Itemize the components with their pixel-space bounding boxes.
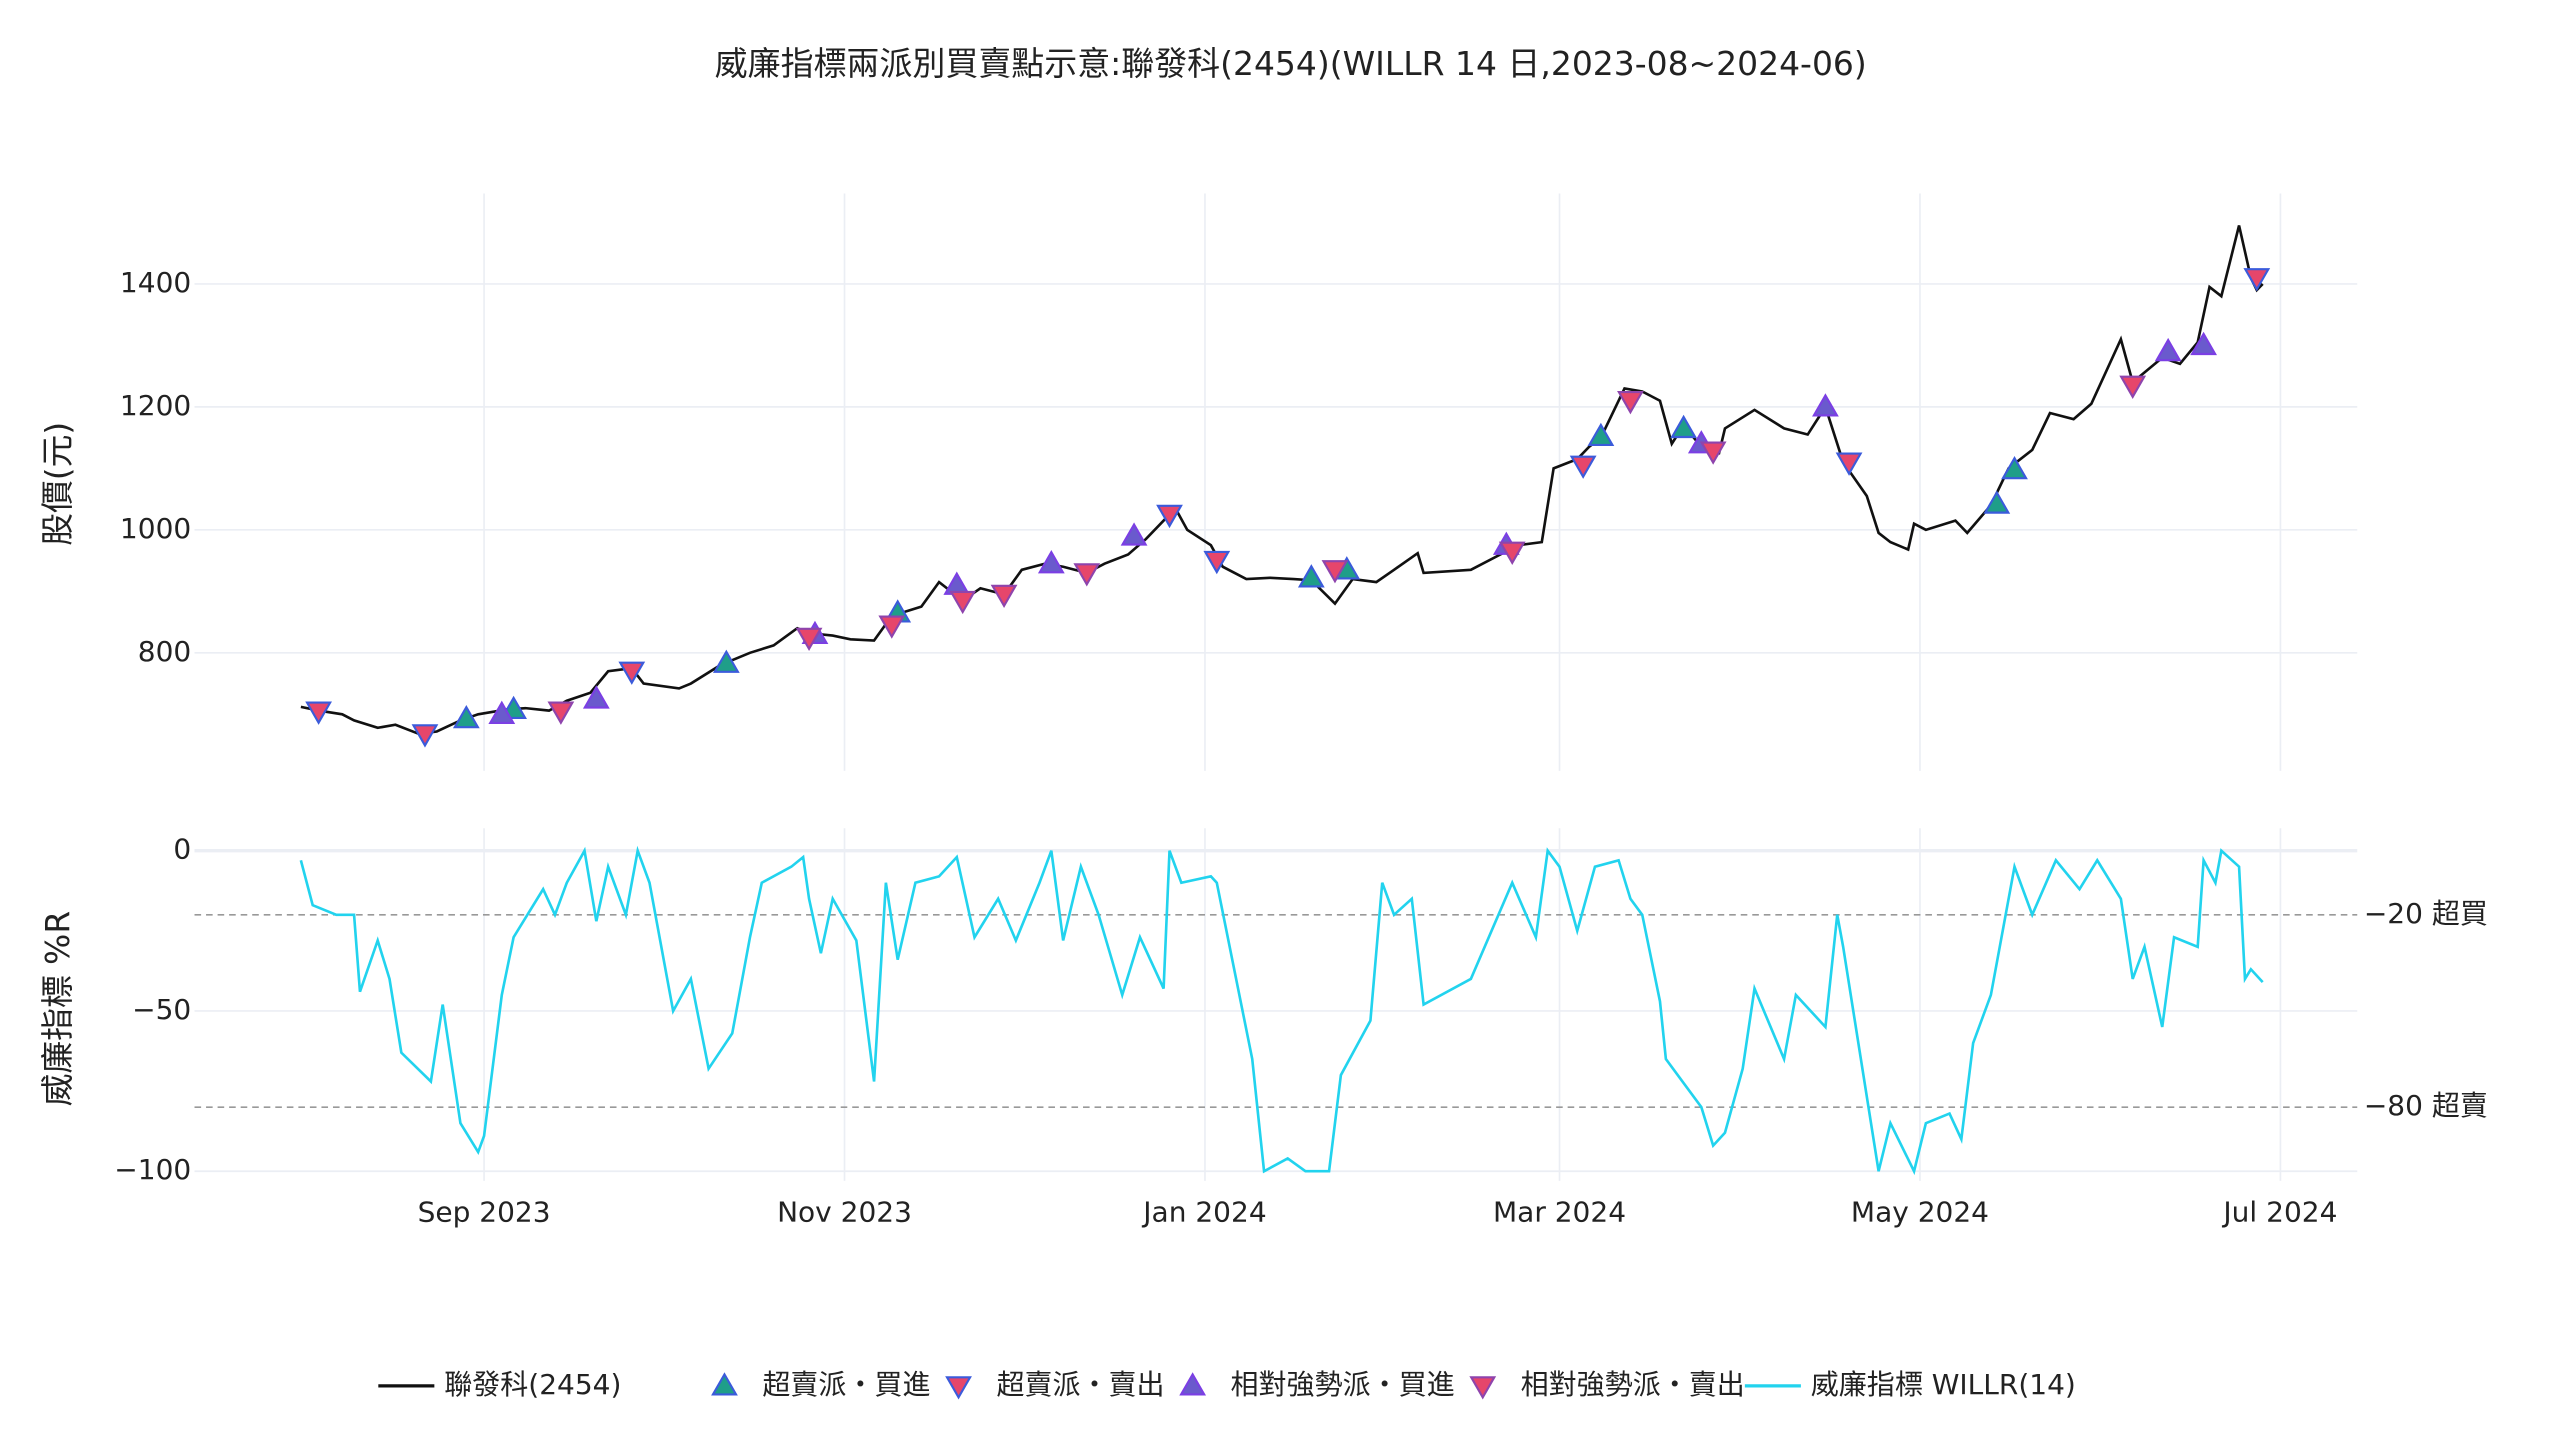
signal-marker (1073, 563, 1101, 587)
signal-marker (1617, 391, 1644, 415)
signal-marker (488, 700, 516, 724)
signal-marker (2119, 375, 2147, 399)
legend-label: 相對強勢派・買進 (1231, 1368, 1455, 1401)
y-tick-label: 1200 (120, 389, 191, 422)
x-tick-label: Jan 2024 (1141, 1196, 1266, 1229)
signal-marker (411, 724, 439, 748)
line-series (300, 225, 2264, 736)
legend-swatch (711, 1372, 738, 1396)
chart-title: 威廉指標兩派別買賣點示意:聯發科(2454)(WILLR 14 日,2023-0… (715, 44, 1867, 83)
legend-label: 相對強勢派・賣出 (1521, 1368, 1745, 1401)
signal-marker (1587, 422, 1615, 447)
signal-marker (1569, 455, 1597, 479)
x-tick-label: May 2024 (1851, 1196, 1989, 1229)
y-axis-title: 股價(元) (38, 422, 77, 546)
signal-marker (1120, 522, 1148, 546)
signal-marker (949, 590, 977, 615)
y-tick-label: 1400 (120, 266, 191, 299)
signal-marker (582, 685, 610, 709)
legend-label: 超賣派・賣出 (996, 1368, 1164, 1401)
signal-marker (1670, 414, 1697, 439)
signal-marker (2154, 337, 2182, 362)
threshold-label: −80 超賣 (2364, 1089, 2488, 1122)
signal-marker (1321, 560, 1349, 584)
signal-marker (1156, 504, 1183, 529)
signal-marker (2190, 331, 2217, 356)
signal-marker (1297, 564, 1325, 588)
signal-marker (1203, 550, 1231, 575)
legend-swatch (1469, 1376, 1497, 1400)
y-tick-label: 1000 (120, 512, 191, 545)
y-tick-label: −50 (132, 993, 191, 1026)
x-tick-label: Mar 2024 (1493, 1196, 1626, 1229)
signal-marker (943, 571, 971, 595)
y-axis-title: 威廉指標 %R (38, 911, 77, 1107)
signal-marker (878, 615, 906, 639)
signal-marker (1037, 550, 1065, 574)
x-tick-label: Nov 2023 (777, 1196, 912, 1229)
legend-swatch (945, 1376, 972, 1400)
signal-marker (2001, 455, 2028, 480)
signal-marker (2243, 268, 2271, 292)
signal-marker (1699, 441, 1727, 465)
x-tick-label: Sep 2023 (418, 1196, 551, 1229)
signal-marker (305, 701, 332, 725)
signal-marker (1983, 490, 2011, 514)
legend-label: 聯發科(2454) (444, 1368, 621, 1401)
x-tick-label: Jul 2024 (2221, 1196, 2337, 1229)
signal-marker (795, 627, 823, 652)
threshold-label: −20 超買 (2364, 897, 2488, 930)
line-series (299, 845, 2264, 1176)
signal-marker (1498, 541, 1526, 565)
y-tick-label: −100 (114, 1153, 191, 1186)
signal-marker (990, 584, 1018, 609)
signal-marker (452, 704, 480, 729)
signal-marker (1812, 393, 1839, 417)
legend-label: 超賣派・買進 (762, 1368, 930, 1401)
signal-marker (618, 661, 646, 685)
legend-swatch (1179, 1372, 1207, 1396)
y-tick-label: 0 (173, 833, 191, 866)
y-tick-label: 800 (138, 635, 191, 668)
signal-marker (547, 701, 575, 725)
legend-label: 威廉指標 WILLR(14) (1811, 1368, 2076, 1401)
signal-marker (1835, 452, 1863, 476)
signal-marker (712, 649, 740, 673)
